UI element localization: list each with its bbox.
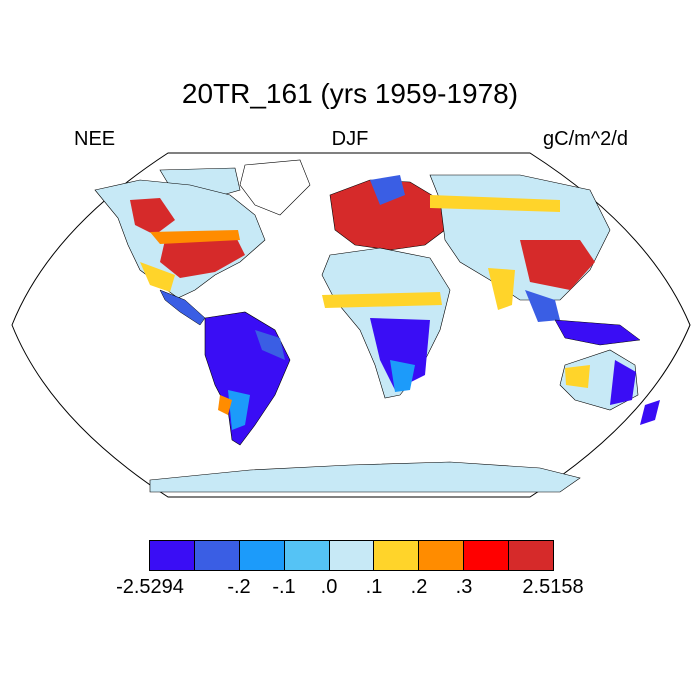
chart-title: 20TR_161 (yrs 1959-1978) [181, 78, 519, 109]
colorbar-tick-label: .1 [365, 576, 383, 598]
colorbar-tick-label: 2.5158 [522, 576, 584, 598]
colorbar-box [373, 540, 420, 571]
colorbar-box [238, 540, 285, 571]
colorbar-box [193, 540, 240, 571]
region-central-africa [370, 318, 430, 390]
region-new-zealand [640, 400, 660, 425]
region-central-america [159, 289, 206, 326]
region-sahel [322, 292, 442, 308]
colorbar-box [418, 540, 465, 571]
region-se-asia [525, 290, 560, 322]
world-map [11, 152, 691, 498]
colorbar-tick-label: -.2 [227, 576, 251, 598]
region-east-asia [520, 240, 595, 290]
variable-label: NEE [74, 128, 116, 150]
colorbar-tick-label: -2.5294 [116, 576, 184, 598]
season-label: DJF [331, 128, 369, 150]
units-label: gC/m^2/d [543, 128, 628, 150]
colorbar-box [508, 540, 555, 571]
colorbar [149, 540, 555, 571]
region-india [488, 268, 515, 310]
colorbar-tick-label: .3 [455, 576, 473, 598]
region-sa-east [255, 330, 285, 360]
region-australia-east [610, 360, 636, 405]
region-na-west [130, 198, 175, 235]
region-greenland [239, 159, 311, 216]
colorbar-tick-label: .2 [410, 576, 428, 598]
region-australia-west [565, 365, 590, 388]
colorbar-tick-label: .0 [320, 576, 338, 598]
region-na-band [150, 230, 240, 244]
colorbar-box [149, 540, 195, 571]
region-scandinavia [370, 175, 405, 205]
colorbar-box [463, 540, 510, 571]
region-indonesia [554, 319, 641, 346]
region-africa-south [390, 360, 415, 392]
region-na-east [160, 235, 245, 278]
region-na-south [140, 262, 175, 292]
colorbar-tick-label: -.1 [272, 576, 296, 598]
region-sa-patch [218, 395, 232, 415]
region-sa-south [228, 390, 250, 430]
colorbar-box [328, 540, 375, 571]
region-asia-north-band [430, 195, 560, 212]
colorbar-box [283, 540, 330, 571]
region-antarctica [149, 461, 581, 493]
